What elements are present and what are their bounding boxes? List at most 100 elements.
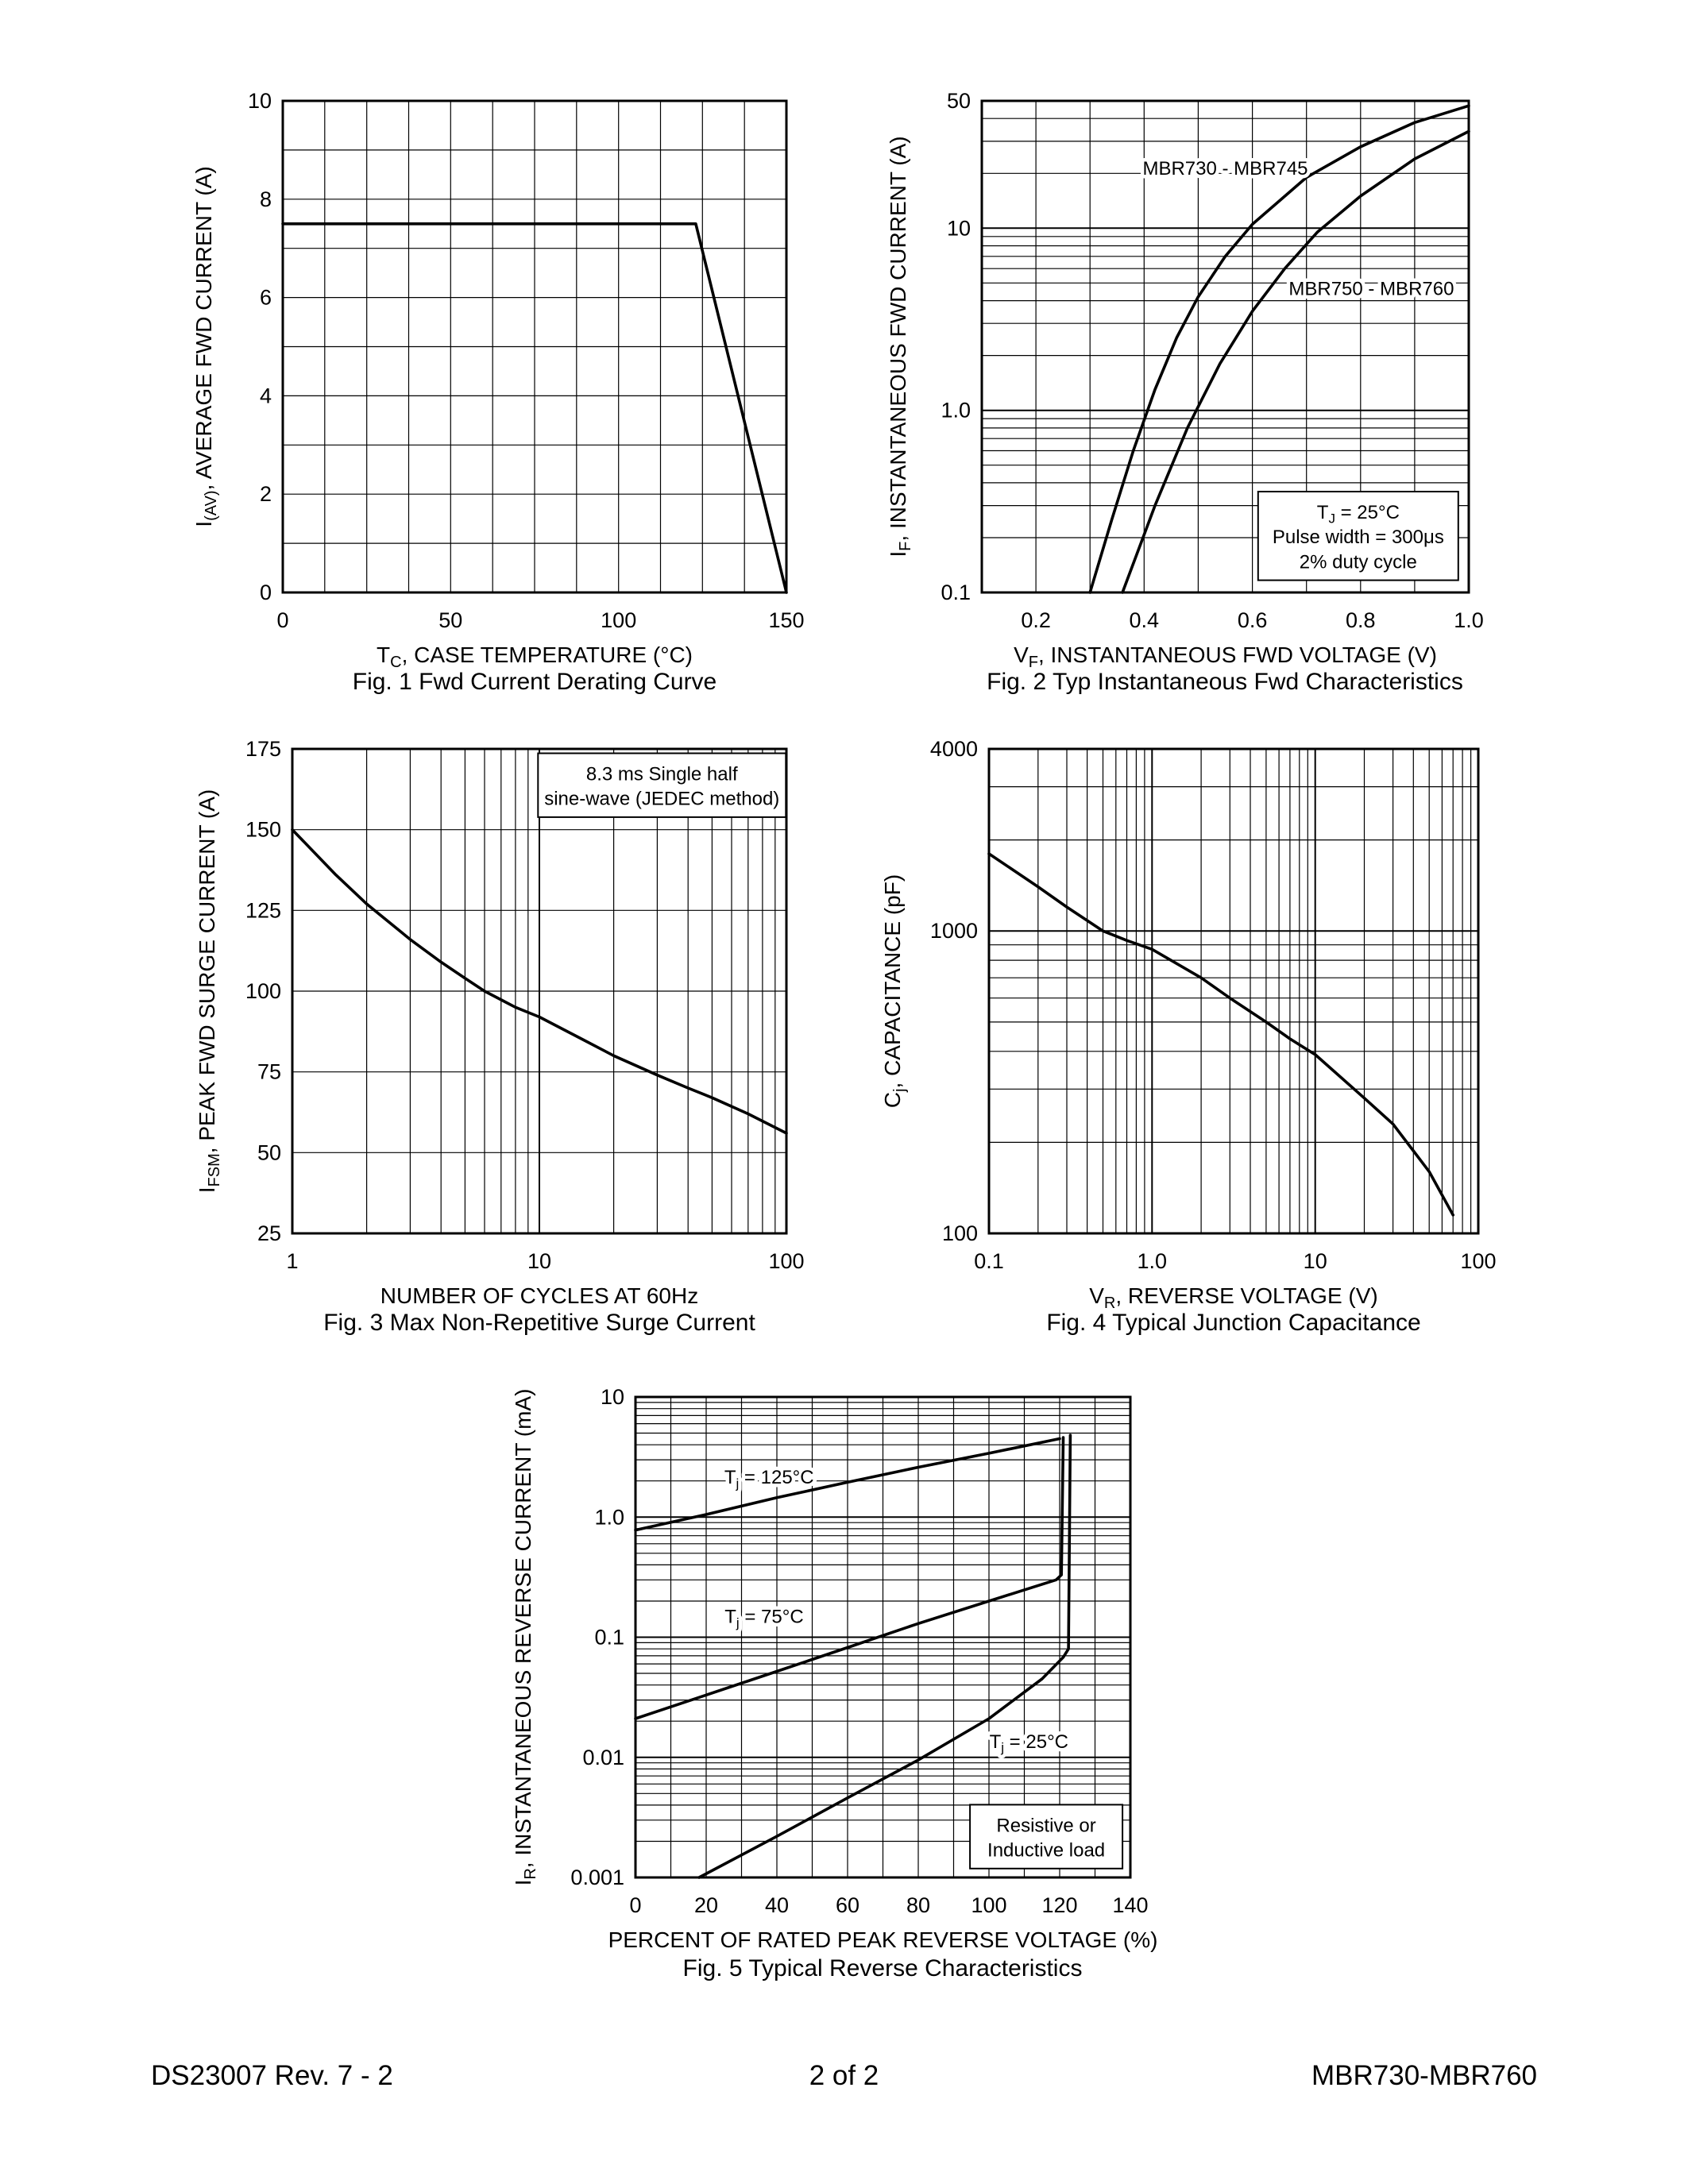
svg-text:150: 150 <box>245 818 281 842</box>
svg-text:6: 6 <box>260 286 272 310</box>
svg-text:10: 10 <box>947 216 971 240</box>
svg-text:125: 125 <box>245 898 281 922</box>
x-axis-label: VR, REVERSE VOLTAGE (V) <box>1089 1283 1378 1312</box>
tick-labels: 1 10 100 25 50 75 100 125 150 175 <box>245 737 805 1273</box>
footer-doc-number: DS23007 Rev. 7 - 2 <box>151 2060 393 2091</box>
y-axis-label: IF, INSTANTANEOUS FWD CURRENT (A) <box>886 136 914 557</box>
x-axis-label: TC, CASE TEMPERATURE (°C) <box>377 642 693 671</box>
annotation-text: Resistive or <box>996 1815 1095 1836</box>
annotation-text: Tj = 25°C <box>990 1731 1068 1755</box>
svg-text:10: 10 <box>248 89 272 113</box>
fig4-junction-capacitance-chart: 0.1 1.0 10 100 100 1000 4000 VR, REVERSE VOLTAG… <box>880 737 1497 1312</box>
svg-text:0: 0 <box>260 581 272 604</box>
annotation-box <box>537 752 787 818</box>
annotation-text: Inductive load <box>987 1840 1105 1862</box>
series-surge-current <box>291 828 788 1135</box>
plot-frame <box>281 99 788 594</box>
series-junction-capacitance <box>987 852 1455 1217</box>
svg-text:100: 100 <box>971 1893 1006 1917</box>
fig2-caption: Fig. 2 Typ Instantaneous Fwd Characteris… <box>987 669 1463 695</box>
annotation-text: Tj = 125°C <box>724 1467 814 1491</box>
annotation-box <box>1257 491 1459 581</box>
fig5-reverse-characteristics-chart: 0 20 40 60 80 100 120 140 0.001 0.01 0.1 1.0 10 PERCE… <box>511 1385 1158 1952</box>
y-axis-label: Cj, CAPACITANCE (pF) <box>880 874 909 1108</box>
x-axis-label: VF, INSTANTANEOUS FWD VOLTAGE (V) <box>1014 642 1437 671</box>
svg-text:100: 100 <box>768 1249 804 1273</box>
tick-labels: 0.1 1.0 10 100 100 1000 4000 <box>930 737 1497 1273</box>
svg-text:0: 0 <box>629 1893 641 1917</box>
svg-text:25: 25 <box>257 1221 281 1245</box>
annotation-text: MBR730 - MBR745 <box>1142 158 1308 179</box>
annotation-box <box>969 1804 1124 1870</box>
tick-labels: 0 20 40 60 80 100 120 140 0.001 0.01 0.1 1.0 10 <box>570 1385 1148 1917</box>
annotation-text: TJ = 25°C <box>1317 502 1400 526</box>
svg-text:10: 10 <box>527 1249 551 1273</box>
svg-text:2: 2 <box>260 482 272 506</box>
svg-text:4: 4 <box>260 384 272 407</box>
svg-text:10: 10 <box>601 1385 624 1409</box>
fig4-caption: Fig. 4 Typical Junction Capacitance <box>1046 1310 1421 1336</box>
fig1-fwd-current-derating-chart: 0 50 100 150 0 2 4 6 8 10 TC, CASE TEMPERATURE (°C… <box>191 89 805 671</box>
series-MBR730-MBR745 <box>1088 104 1470 594</box>
annotation-text: 2% duty cycle <box>1300 551 1417 573</box>
svg-text:1.0: 1.0 <box>1138 1249 1168 1273</box>
grid-lines <box>982 101 1469 592</box>
svg-text:150: 150 <box>768 608 804 632</box>
svg-text:80: 80 <box>906 1893 930 1917</box>
grid-lines <box>292 749 786 1233</box>
svg-text:1000: 1000 <box>930 919 978 943</box>
tick-labels: 0 50 100 150 0 2 4 6 8 10 <box>248 89 805 632</box>
svg-text:0.1: 0.1 <box>974 1249 1004 1273</box>
svg-text:0.01: 0.01 <box>582 1746 624 1769</box>
svg-text:60: 60 <box>836 1893 859 1917</box>
svg-text:1.0: 1.0 <box>594 1505 624 1529</box>
annotation-text: MBR750 - MBR760 <box>1288 279 1454 300</box>
svg-text:50: 50 <box>257 1140 281 1164</box>
svg-text:50: 50 <box>947 89 971 113</box>
series-tj-75C <box>634 1436 1065 1720</box>
svg-text:100: 100 <box>942 1221 978 1245</box>
y-axis-label: IFSM, PEAK FWD SURGE CURRENT (A) <box>195 789 223 1193</box>
fig3-surge-current-chart: 1 10 100 25 50 75 100 125 150 175 NUMBER OF CYCLES… <box>195 737 805 1308</box>
svg-text:100: 100 <box>601 608 636 632</box>
fig5-caption: Fig. 5 Typical Reverse Characteristics <box>682 1955 1083 1981</box>
svg-text:175: 175 <box>245 737 281 761</box>
annotation-text: Tj = 75°C <box>724 1607 803 1630</box>
svg-text:0.6: 0.6 <box>1238 608 1268 632</box>
svg-text:0: 0 <box>276 608 288 632</box>
svg-text:0.2: 0.2 <box>1021 608 1051 632</box>
footer-part-number: MBR730-MBR760 <box>1311 2060 1537 2091</box>
svg-text:75: 75 <box>257 1060 281 1084</box>
plot-frame <box>291 747 788 1235</box>
y-axis-label: I(AV), AVERAGE FWD CURRENT (A) <box>191 166 220 527</box>
grid-lines <box>989 749 1478 1233</box>
plot-frame <box>987 747 1480 1235</box>
svg-text:20: 20 <box>694 1893 718 1917</box>
plot-frame <box>634 1395 1132 1879</box>
series-tj-125C <box>634 1437 1061 1532</box>
svg-text:40: 40 <box>765 1893 789 1917</box>
svg-text:140: 140 <box>1112 1893 1148 1917</box>
series-tj-25C <box>697 1433 1072 1879</box>
svg-text:100: 100 <box>1460 1249 1496 1273</box>
annotation-text: 8.3 ms Single half <box>586 764 738 785</box>
series-MBR750-MBR760 <box>1121 129 1470 594</box>
tick-labels: 0.2 0.4 0.6 0.8 1.0 0.1 1.0 10 50 <box>941 89 1483 632</box>
svg-text:100: 100 <box>245 979 281 1003</box>
svg-text:0.1: 0.1 <box>594 1626 624 1650</box>
svg-text:4000: 4000 <box>930 737 978 761</box>
grid-lines <box>283 101 786 592</box>
plot-frame <box>980 99 1470 594</box>
svg-text:1.0: 1.0 <box>941 399 971 423</box>
fig3-caption: Fig. 3 Max Non-Repetitive Surge Current <box>323 1310 755 1336</box>
svg-text:1: 1 <box>286 1249 298 1273</box>
x-axis-label: PERCENT OF RATED PEAK REVERSE VOLTAGE (%… <box>608 1927 1158 1952</box>
svg-text:0.4: 0.4 <box>1130 608 1160 632</box>
x-axis-label: NUMBER OF CYCLES AT 60Hz <box>380 1283 698 1308</box>
footer-page-number: 2 of 2 <box>809 2060 879 2091</box>
fig1-caption: Fig. 1 Fwd Current Derating Curve <box>352 669 717 695</box>
svg-text:10: 10 <box>1304 1249 1327 1273</box>
fig2-instantaneous-fwd-characteristics-chart: 0.2 0.4 0.6 0.8 1.0 0.1 1.0 10 50 VF, INSTANTANEO… <box>886 89 1484 671</box>
svg-text:50: 50 <box>438 608 462 632</box>
annotation-text: Pulse width = 300μs <box>1273 527 1444 548</box>
